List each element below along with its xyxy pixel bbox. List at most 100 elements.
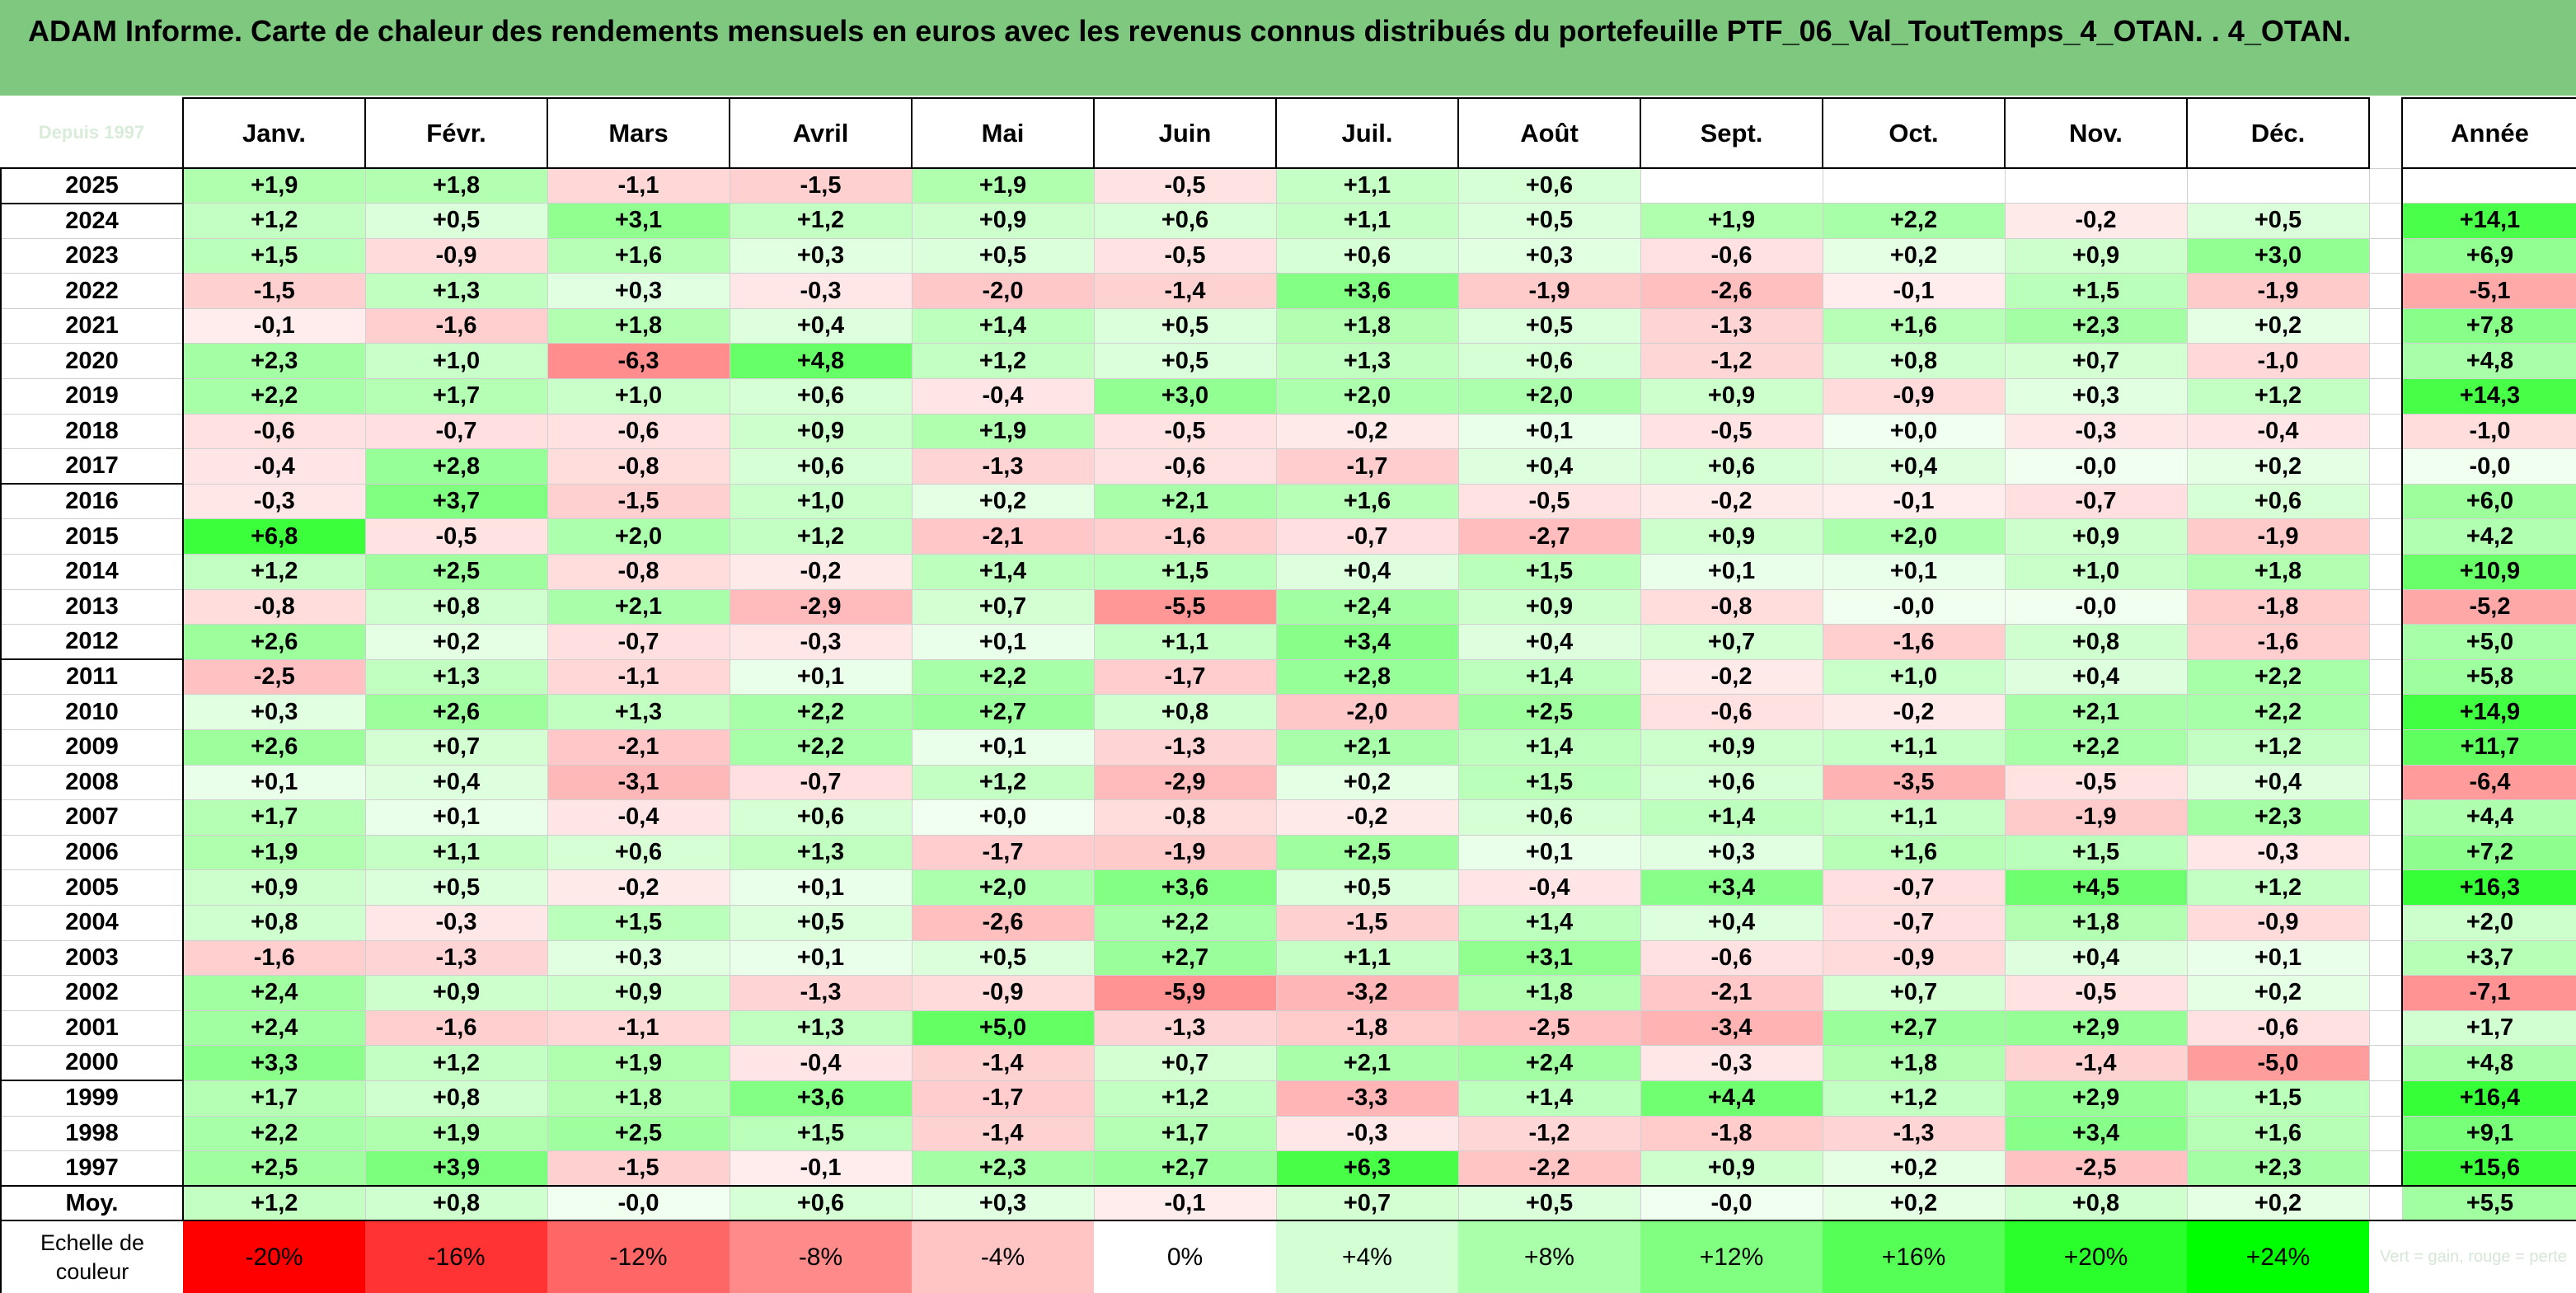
heat-cell: -2,0 [1275, 694, 1459, 730]
heat-cell: +0,4 [1457, 448, 1641, 485]
heat-cell: +0,2 [364, 624, 548, 660]
heat-cell: +2,1 [547, 588, 730, 625]
heat-cell: +0,7 [911, 588, 1095, 625]
heat-cell: -0,4 [182, 448, 366, 485]
column-gap [2368, 273, 2403, 309]
column-gap [2368, 799, 2403, 836]
heat-cell: +2,1 [1093, 483, 1277, 520]
heat-cell: -0,5 [2004, 764, 2188, 801]
heat-cell: +0,9 [547, 975, 730, 1011]
heat-cell: -2,6 [1640, 273, 1823, 309]
heat-cell: -0,2 [2004, 203, 2188, 239]
year-row: 2024 +1,2 +0,5 +3,1 +1,2 +0,9 +0,6 +1,1 +0,5 +1,9… [0, 202, 2576, 239]
annual-cell: +9,1 [2401, 1115, 2576, 1152]
heat-cell: +1,8 [1822, 1045, 2006, 1081]
heat-cell: -2,2 [1457, 1150, 1641, 1187]
average-cell: +0,6 [729, 1185, 913, 1222]
heat-cell: +2,2 [911, 658, 1095, 696]
heat-cell: +1,8 [1457, 975, 1641, 1011]
heat-cell: +0,2 [1822, 1150, 2006, 1187]
heat-cell: -0,0 [2004, 448, 2188, 485]
average-cell: +0,8 [364, 1185, 548, 1222]
heat-cell: +1,5 [182, 237, 366, 274]
heat-cell: +0,2 [2186, 448, 2370, 485]
heat-cell: +2,2 [2004, 729, 2188, 766]
heat-cell: +0,2 [2186, 307, 2370, 344]
heat-cell: +1,2 [2186, 378, 2370, 415]
heat-cell: +1,0 [729, 483, 913, 520]
heat-cell: +0,6 [1093, 203, 1277, 239]
heat-cell: +2,7 [1093, 1150, 1277, 1187]
heat-cell: -1,6 [2186, 624, 2370, 660]
heat-cell: +1,7 [1093, 1115, 1277, 1152]
color-scale-swatch: -4% [912, 1220, 1094, 1293]
heat-cell: +1,3 [364, 273, 548, 309]
heat-cell: -0,1 [182, 307, 366, 344]
heat-cell: +0,5 [911, 237, 1095, 274]
year-label: 2022 [0, 273, 184, 309]
heat-cell: -0,7 [1275, 518, 1459, 555]
year-label: 2011 [0, 658, 184, 696]
heat-cell: +2,6 [182, 624, 366, 660]
year-row: 1998 +2,2 +1,9 +2,5 +1,5 -1,4 +1,7 -0,3 -1,2 -1,8… [0, 1115, 2576, 1152]
heat-cell: -0,7 [2004, 483, 2188, 520]
heat-cell: -1,7 [911, 834, 1095, 871]
heat-cell: +0,1 [729, 939, 913, 977]
month-header: Févr. [364, 97, 548, 169]
heat-cell: +1,2 [182, 554, 366, 590]
heat-cell: +0,3 [547, 939, 730, 977]
heat-cell: +2,3 [911, 1150, 1095, 1187]
heat-cell: +0,1 [1457, 834, 1641, 871]
heat-cell: +1,2 [2186, 729, 2370, 766]
heat-cell: +0,5 [1093, 307, 1277, 344]
year-label: 2020 [0, 343, 184, 380]
average-cell: +1,2 [182, 1185, 366, 1222]
heat-cell: +0,8 [364, 588, 548, 625]
annual-cell: +14,3 [2401, 378, 2576, 415]
heat-cell: -1,9 [2004, 799, 2188, 836]
heat-cell: +1,2 [729, 203, 913, 239]
heat-cell: -2,1 [1640, 975, 1823, 1011]
heat-cell: +0,9 [1640, 518, 1823, 555]
heat-cell: +0,1 [1640, 554, 1823, 590]
annual-cell: +16,4 [2401, 1080, 2576, 1117]
heat-cell: +0,7 [1093, 1045, 1277, 1081]
heat-cell: +2,0 [911, 869, 1095, 906]
annual-cell: -0,0 [2401, 448, 2576, 485]
year-row: 2004 +0,8 -0,3 +1,5 +0,5 -2,6 +2,2 -1,5 +1,4 +0,4… [0, 904, 2576, 941]
heat-cell: +2,5 [1457, 694, 1641, 730]
column-gap [2369, 98, 2402, 168]
heat-cell: +2,7 [1093, 939, 1277, 977]
year-label: 2015 [0, 518, 184, 555]
heat-cell: -1,6 [182, 939, 366, 977]
year-label: 2006 [0, 834, 184, 871]
year-row: 2003 -1,6 -1,3 +0,3 +0,1 +0,5 +2,7 +1,1 +3,1 -0,6… [0, 939, 2576, 977]
average-cell: +0,8 [2004, 1185, 2188, 1222]
heat-cell: +2,3 [182, 343, 366, 380]
column-gap [2368, 904, 2403, 941]
heat-cell: +2,6 [364, 694, 548, 730]
heat-cell: +1,1 [1275, 939, 1459, 977]
heat-cell: -1,9 [2186, 273, 2370, 309]
heat-cell: +4,8 [729, 343, 913, 380]
report-title: ADAM Informe. Carte de chaleur des rende… [0, 0, 2576, 96]
heat-cell [1822, 167, 2006, 204]
heat-cell: -1,4 [911, 1045, 1095, 1081]
color-scale-swatch: -20% [183, 1220, 365, 1293]
heat-cell: -0,7 [729, 764, 913, 801]
column-gap [2368, 1010, 2403, 1047]
year-label: 2004 [0, 904, 184, 941]
heat-cell: -0,6 [1640, 939, 1823, 977]
heat-cell: -1,0 [2186, 343, 2370, 380]
color-scale-swatch: +16% [1823, 1220, 2005, 1293]
heat-cell: +0,2 [911, 483, 1095, 520]
column-gap [2368, 378, 2403, 415]
year-row: 2009 +2,6 +0,7 -2,1 +2,2 +0,1 -1,3 +2,1 +1,4 +0,9… [0, 729, 2576, 766]
column-gap [2368, 975, 2403, 1011]
heat-cell: +1,9 [547, 1045, 730, 1081]
year-label: 1998 [0, 1115, 184, 1152]
column-gap [2368, 1150, 2403, 1187]
heat-cell: -0,2 [547, 869, 730, 906]
heat-cell: +3,6 [1275, 273, 1459, 309]
heat-cell: -2,5 [2004, 1150, 2188, 1187]
